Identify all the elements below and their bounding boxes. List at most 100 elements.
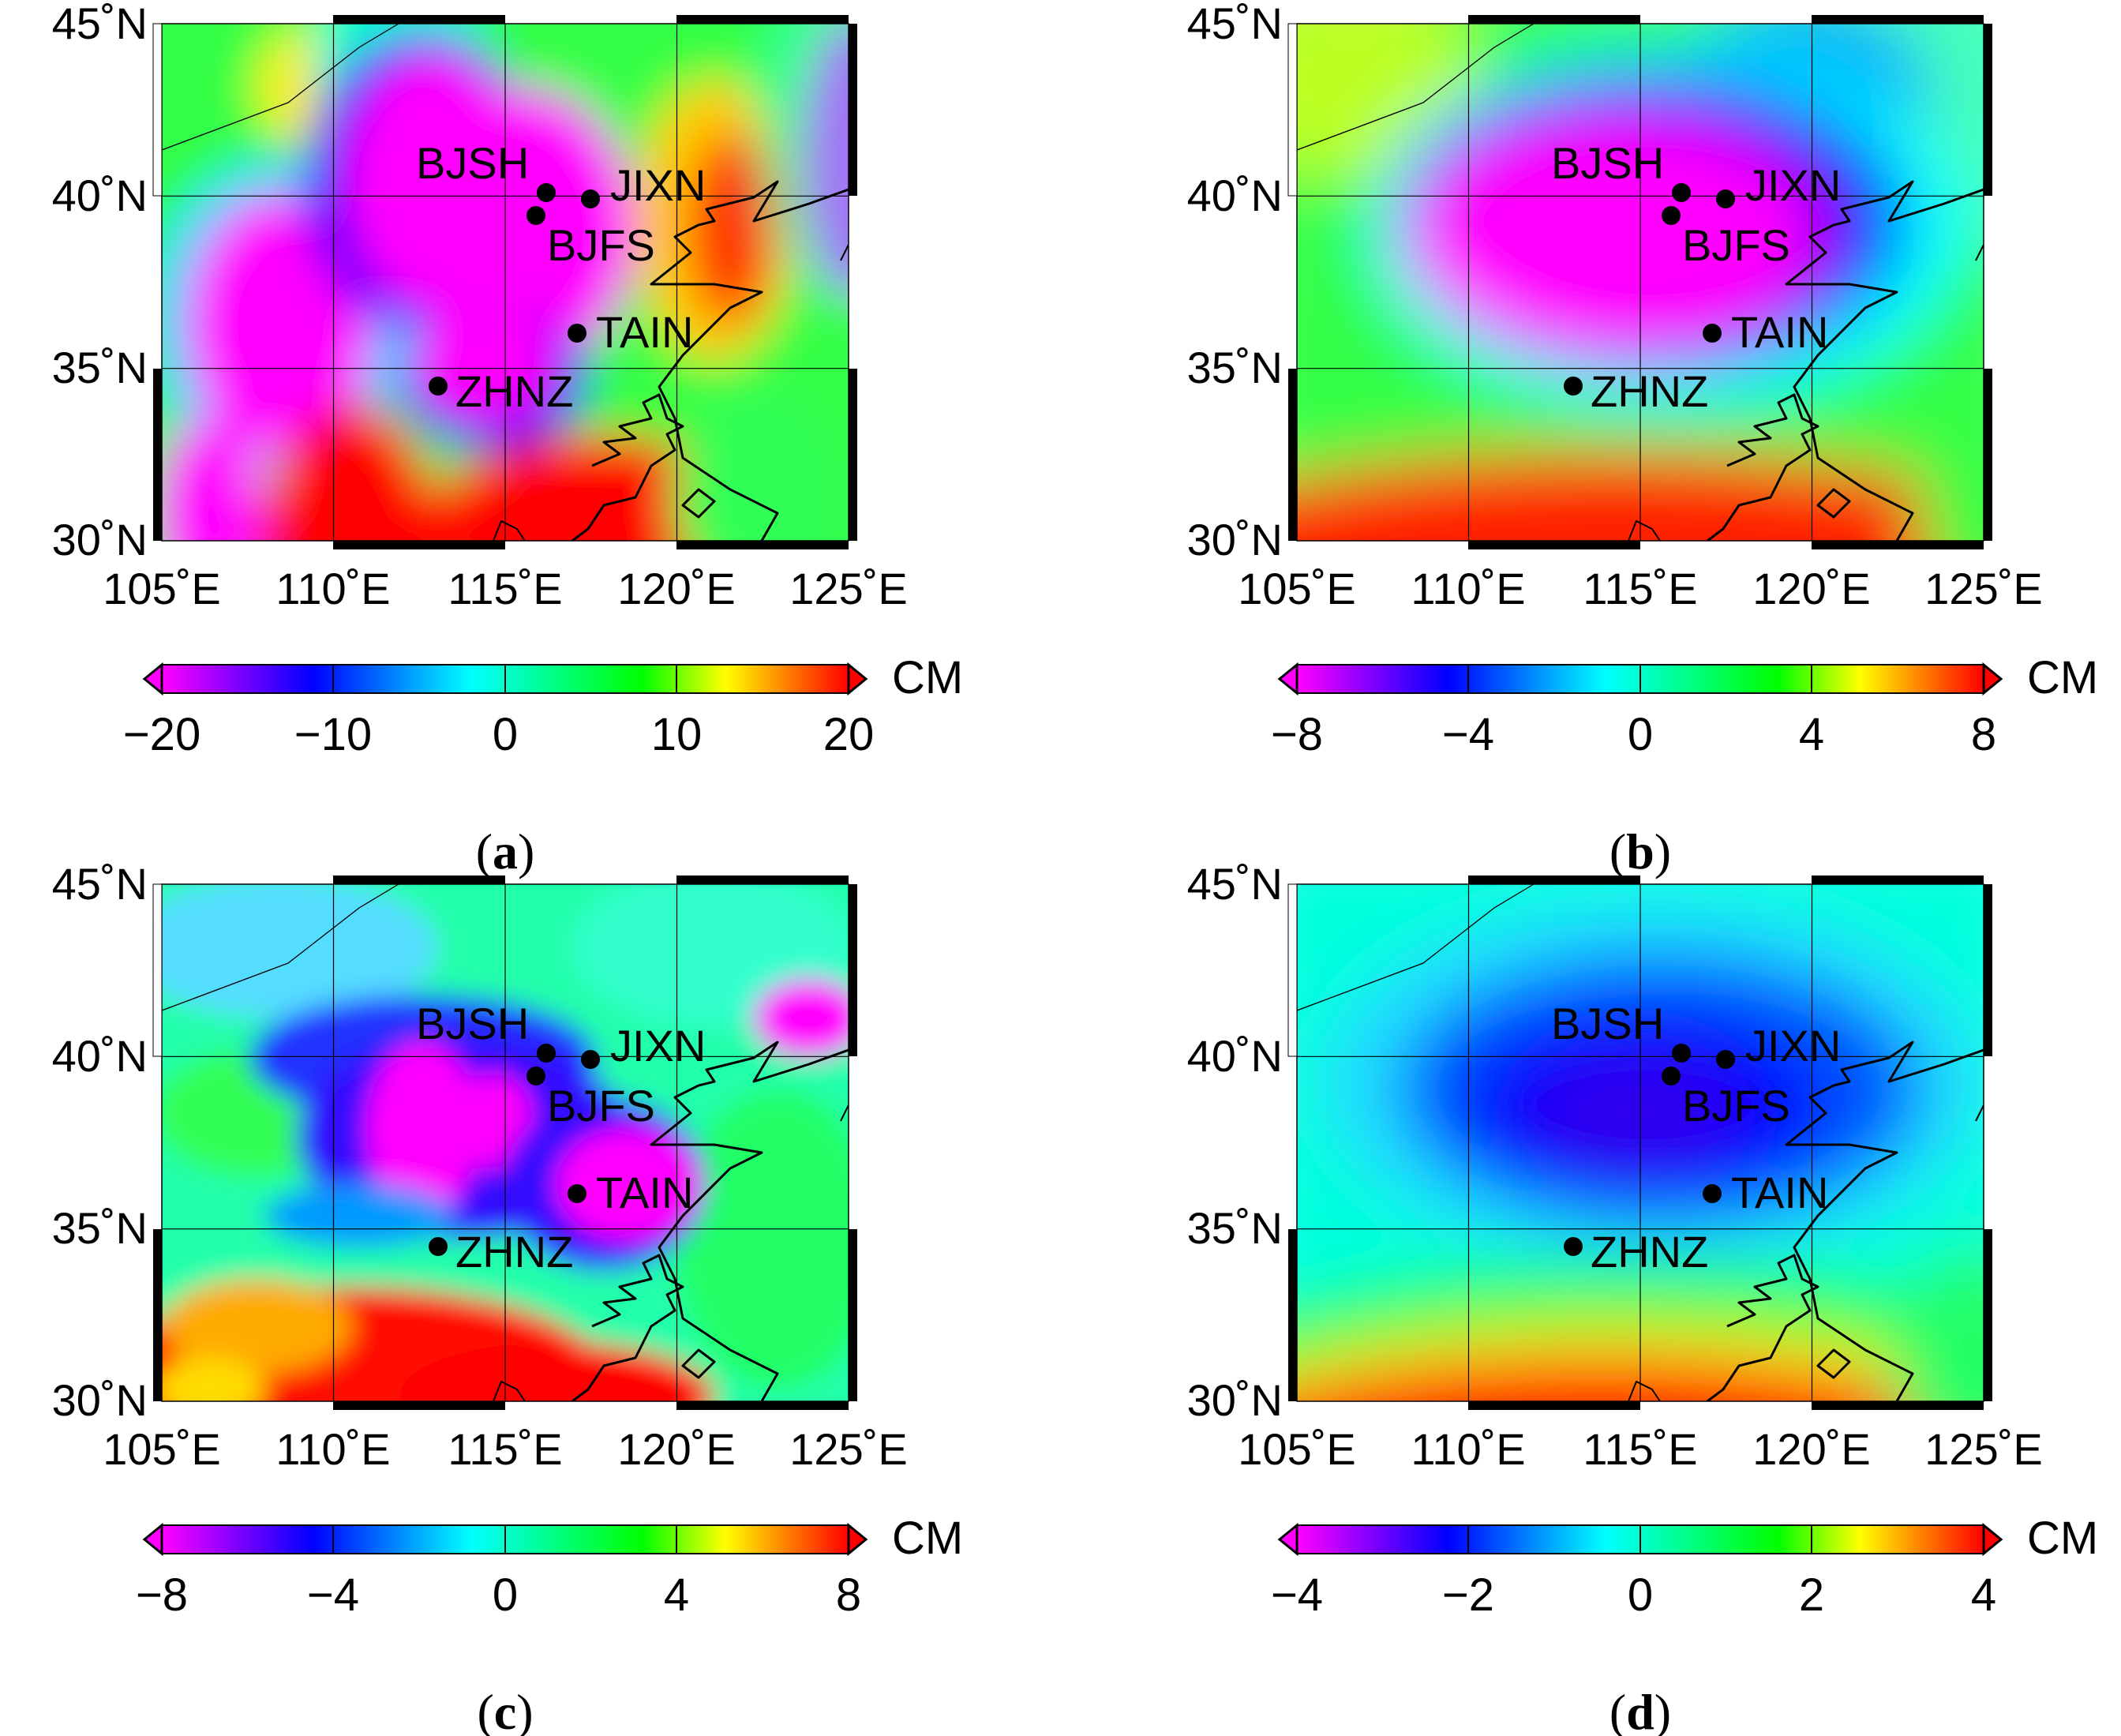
station-dot-bjsh-b — [1672, 183, 1691, 202]
coastline-c — [162, 884, 849, 1401]
station-dot-jixn-d — [1716, 1050, 1735, 1069]
colorbar-unit-c: CM — [892, 1513, 963, 1564]
lat-tick-30-a: 30˚N — [52, 515, 148, 564]
frame-ticks-c — [152, 875, 857, 1410]
colorbar-tick-1-d: −2 — [1442, 1569, 1494, 1621]
lat-tick-40-c: 40˚N — [52, 1031, 148, 1081]
station-label-jixn-c: JIXN — [610, 1021, 706, 1070]
station-dot-zhnz-a — [429, 377, 448, 396]
lon-tick-labels-b: 105˚E 110˚E 115˚E 120˚E 125˚E — [1238, 564, 2042, 613]
station-dot-zhnz-b — [1564, 377, 1583, 396]
colorbar-high-arrow-b — [1982, 662, 2003, 696]
colorbar-tick-1-c: −4 — [307, 1569, 359, 1621]
station-label-zhnz-d: ZHNZ — [1591, 1227, 1708, 1277]
station-label-jixn-a: JIXN — [610, 160, 706, 210]
panel-letter-b: b — [1626, 823, 1654, 879]
colorbar-tick-4-b: 8 — [1971, 709, 1996, 760]
panel-caption-b: (b) — [1609, 823, 1671, 879]
station-label-tain-c: TAIN — [596, 1168, 693, 1217]
station-label-tain-b: TAIN — [1731, 307, 1828, 357]
panel-caption-a: (a) — [476, 823, 535, 879]
lat-tick-labels-d: 30˚N 35˚N 40˚N 45˚N — [1187, 859, 1283, 1425]
lon-tick-110-a: 110˚E — [275, 564, 390, 613]
station-dot-zhnz-c — [429, 1237, 448, 1256]
colorbar-tick-2-b: 0 — [1628, 709, 1653, 760]
colorbar-tick-3-b: 4 — [1799, 709, 1824, 760]
station-dot-bjfs-d — [1662, 1067, 1681, 1085]
station-label-tain-a: TAIN — [596, 307, 693, 357]
lon-tick-125-c: 125˚E — [789, 1424, 907, 1474]
colorbar-unit-d: CM — [2027, 1513, 2098, 1564]
lon-tick-125-b: 125˚E — [1924, 564, 2042, 613]
lat-tick-labels-c: 30˚N 35˚N 40˚N 45˚N — [52, 859, 148, 1425]
lon-tick-120-c: 120˚E — [617, 1424, 735, 1474]
station-label-zhnz-a: ZHNZ — [455, 366, 573, 416]
colorbar-tick-3-d: 2 — [1799, 1569, 1824, 1621]
lat-tick-30-c: 30˚N — [52, 1375, 148, 1425]
colorbar-low-arrow-b — [1277, 662, 1298, 696]
grid-lines-a — [162, 24, 849, 541]
lat-tick-45-a: 45˚N — [52, 0, 148, 48]
station-label-bjsh-d: BJSH — [1551, 999, 1664, 1048]
panel-letter-c: c — [494, 1684, 516, 1736]
station-dot-bjfs-a — [527, 206, 545, 225]
panel-letter-d: d — [1626, 1684, 1654, 1736]
colorbar-tick-4-c: 8 — [836, 1569, 861, 1621]
station-dot-zhnz-d — [1564, 1237, 1583, 1256]
colorbar-low-arrow-c — [142, 1522, 163, 1557]
colorbar-tick-3-c: 4 — [664, 1569, 689, 1621]
lat-tick-35-d: 35˚N — [1187, 1203, 1283, 1253]
lon-tick-labels-c: 105˚E 110˚E 115˚E 120˚E 125˚E — [103, 1424, 907, 1474]
colorbar-low-arrow-d — [1277, 1522, 1298, 1557]
panel-a: 30˚N 35˚N 40˚N 45˚N 105˚E 110˚E 115˚E 12… — [52, 0, 964, 879]
station-dot-bjsh-c — [537, 1044, 556, 1063]
colorbar-tick-3-a: 10 — [651, 709, 703, 760]
lon-tick-labels-a: 105˚E 110˚E 115˚E 120˚E 125˚E — [103, 564, 907, 613]
station-dot-tain-b — [1703, 324, 1722, 343]
station-label-bjfs-c: BJFS — [547, 1081, 655, 1130]
station-dot-bjfs-b — [1662, 206, 1681, 225]
grid-lines-b — [1297, 24, 1984, 541]
colorbar-tick-4-a: 20 — [823, 709, 875, 760]
coastline-d — [1297, 884, 1984, 1401]
panel-c: 30˚N 35˚N 40˚N 45˚N 105˚E 110˚E 115˚E 12… — [52, 859, 964, 1736]
station-label-zhnz-c: ZHNZ — [455, 1227, 573, 1277]
station-dot-tain-d — [1703, 1184, 1722, 1203]
lon-tick-105-b: 105˚E — [1238, 564, 1355, 613]
lon-tick-105-a: 105˚E — [103, 564, 220, 613]
stations-d: BJSH JIXN BJFS TAIN ZHNZ — [1551, 999, 1841, 1277]
station-dot-bjfs-c — [527, 1067, 545, 1085]
lat-tick-40-b: 40˚N — [1187, 171, 1283, 220]
lon-tick-120-a: 120˚E — [617, 564, 735, 613]
lon-tick-110-d: 110˚E — [1411, 1424, 1525, 1474]
lat-tick-40-a: 40˚N — [52, 171, 148, 220]
station-label-bjsh-c: BJSH — [416, 999, 529, 1048]
lat-tick-45-b: 45˚N — [1187, 0, 1283, 48]
panel-d: 30˚N 35˚N 40˚N 45˚N 105˚E 110˚E 115˚E 12… — [1187, 859, 2099, 1736]
lon-tick-105-c: 105˚E — [103, 1424, 220, 1474]
station-label-bjfs-b: BJFS — [1682, 220, 1790, 270]
colorbar-tick-0-c: −8 — [136, 1569, 188, 1621]
colorbar-tick-0-a: −20 — [123, 709, 200, 760]
lat-tick-labels-b: 30˚N 35˚N 40˚N 45˚N — [1187, 0, 1283, 564]
colorbar-tick-2-d: 0 — [1628, 1569, 1653, 1621]
lon-tick-105-d: 105˚E — [1238, 1424, 1355, 1474]
colorbar-tick-0-d: −4 — [1271, 1569, 1323, 1621]
station-label-bjsh-b: BJSH — [1551, 138, 1664, 188]
lon-tick-125-a: 125˚E — [789, 564, 907, 613]
colorbar-tick-2-a: 0 — [493, 709, 518, 760]
lon-tick-120-d: 120˚E — [1752, 1424, 1870, 1474]
lat-tick-30-b: 30˚N — [1187, 515, 1283, 564]
stations-c: BJSH JIXN BJFS TAIN ZHNZ — [416, 999, 706, 1277]
frame-ticks-a — [152, 15, 857, 549]
panel-caption-c: (c) — [477, 1684, 533, 1736]
panel-b: 30˚N 35˚N 40˚N 45˚N 105˚E 110˚E 115˚E 12… — [1187, 0, 2099, 879]
lat-tick-labels-a: 30˚N 35˚N 40˚N 45˚N — [52, 0, 148, 564]
colorbar-tick-4-d: 4 — [1971, 1569, 1996, 1621]
colorbar-tick-0-b: −8 — [1271, 709, 1323, 760]
lat-tick-35-a: 35˚N — [52, 343, 148, 392]
station-label-tain-d: TAIN — [1731, 1168, 1828, 1217]
station-label-zhnz-b: ZHNZ — [1591, 366, 1708, 416]
colorbar-b: CM −8 −4 0 4 8 — [1271, 652, 2098, 760]
